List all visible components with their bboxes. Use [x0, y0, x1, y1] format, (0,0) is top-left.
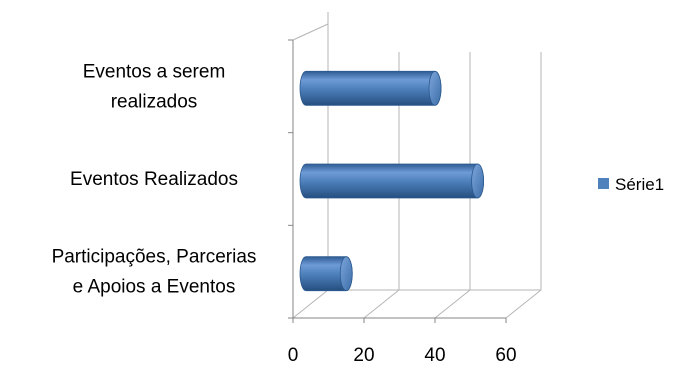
x-tick-label: 40	[424, 345, 445, 366]
legend: Série1	[598, 175, 664, 194]
gridline-floor	[363, 289, 400, 319]
bar-2	[299, 70, 442, 106]
legend-swatch	[598, 178, 609, 189]
gridline-floor	[505, 289, 542, 319]
category-label: Eventos a serem	[83, 61, 226, 82]
legend-label: Série1	[615, 175, 664, 194]
category-label: Eventos Realizados	[70, 169, 238, 190]
category-label: Participações, Parcerias	[52, 247, 257, 268]
bar-cap	[428, 70, 442, 106]
side-wall-top	[292, 23, 329, 41]
labels: 0 20 40 60 Participações, Parcerias e Apoios …	[52, 61, 517, 366]
bar-body	[299, 163, 484, 199]
bar-1	[299, 163, 485, 199]
gridline-floor	[434, 289, 471, 319]
bars	[299, 70, 485, 292]
x-tick-label: 0	[288, 345, 299, 366]
x-tick-label: 20	[353, 345, 374, 366]
bar-cap	[471, 163, 485, 199]
bar-0	[299, 256, 353, 292]
axes	[288, 39, 507, 323]
gridline-floor	[292, 289, 329, 319]
bar-cap	[339, 256, 353, 292]
bar-body	[299, 70, 442, 106]
category-label: realizados	[111, 91, 198, 112]
category-label: e Apoios a Eventos	[73, 277, 236, 298]
x-tick-label: 60	[495, 345, 516, 366]
